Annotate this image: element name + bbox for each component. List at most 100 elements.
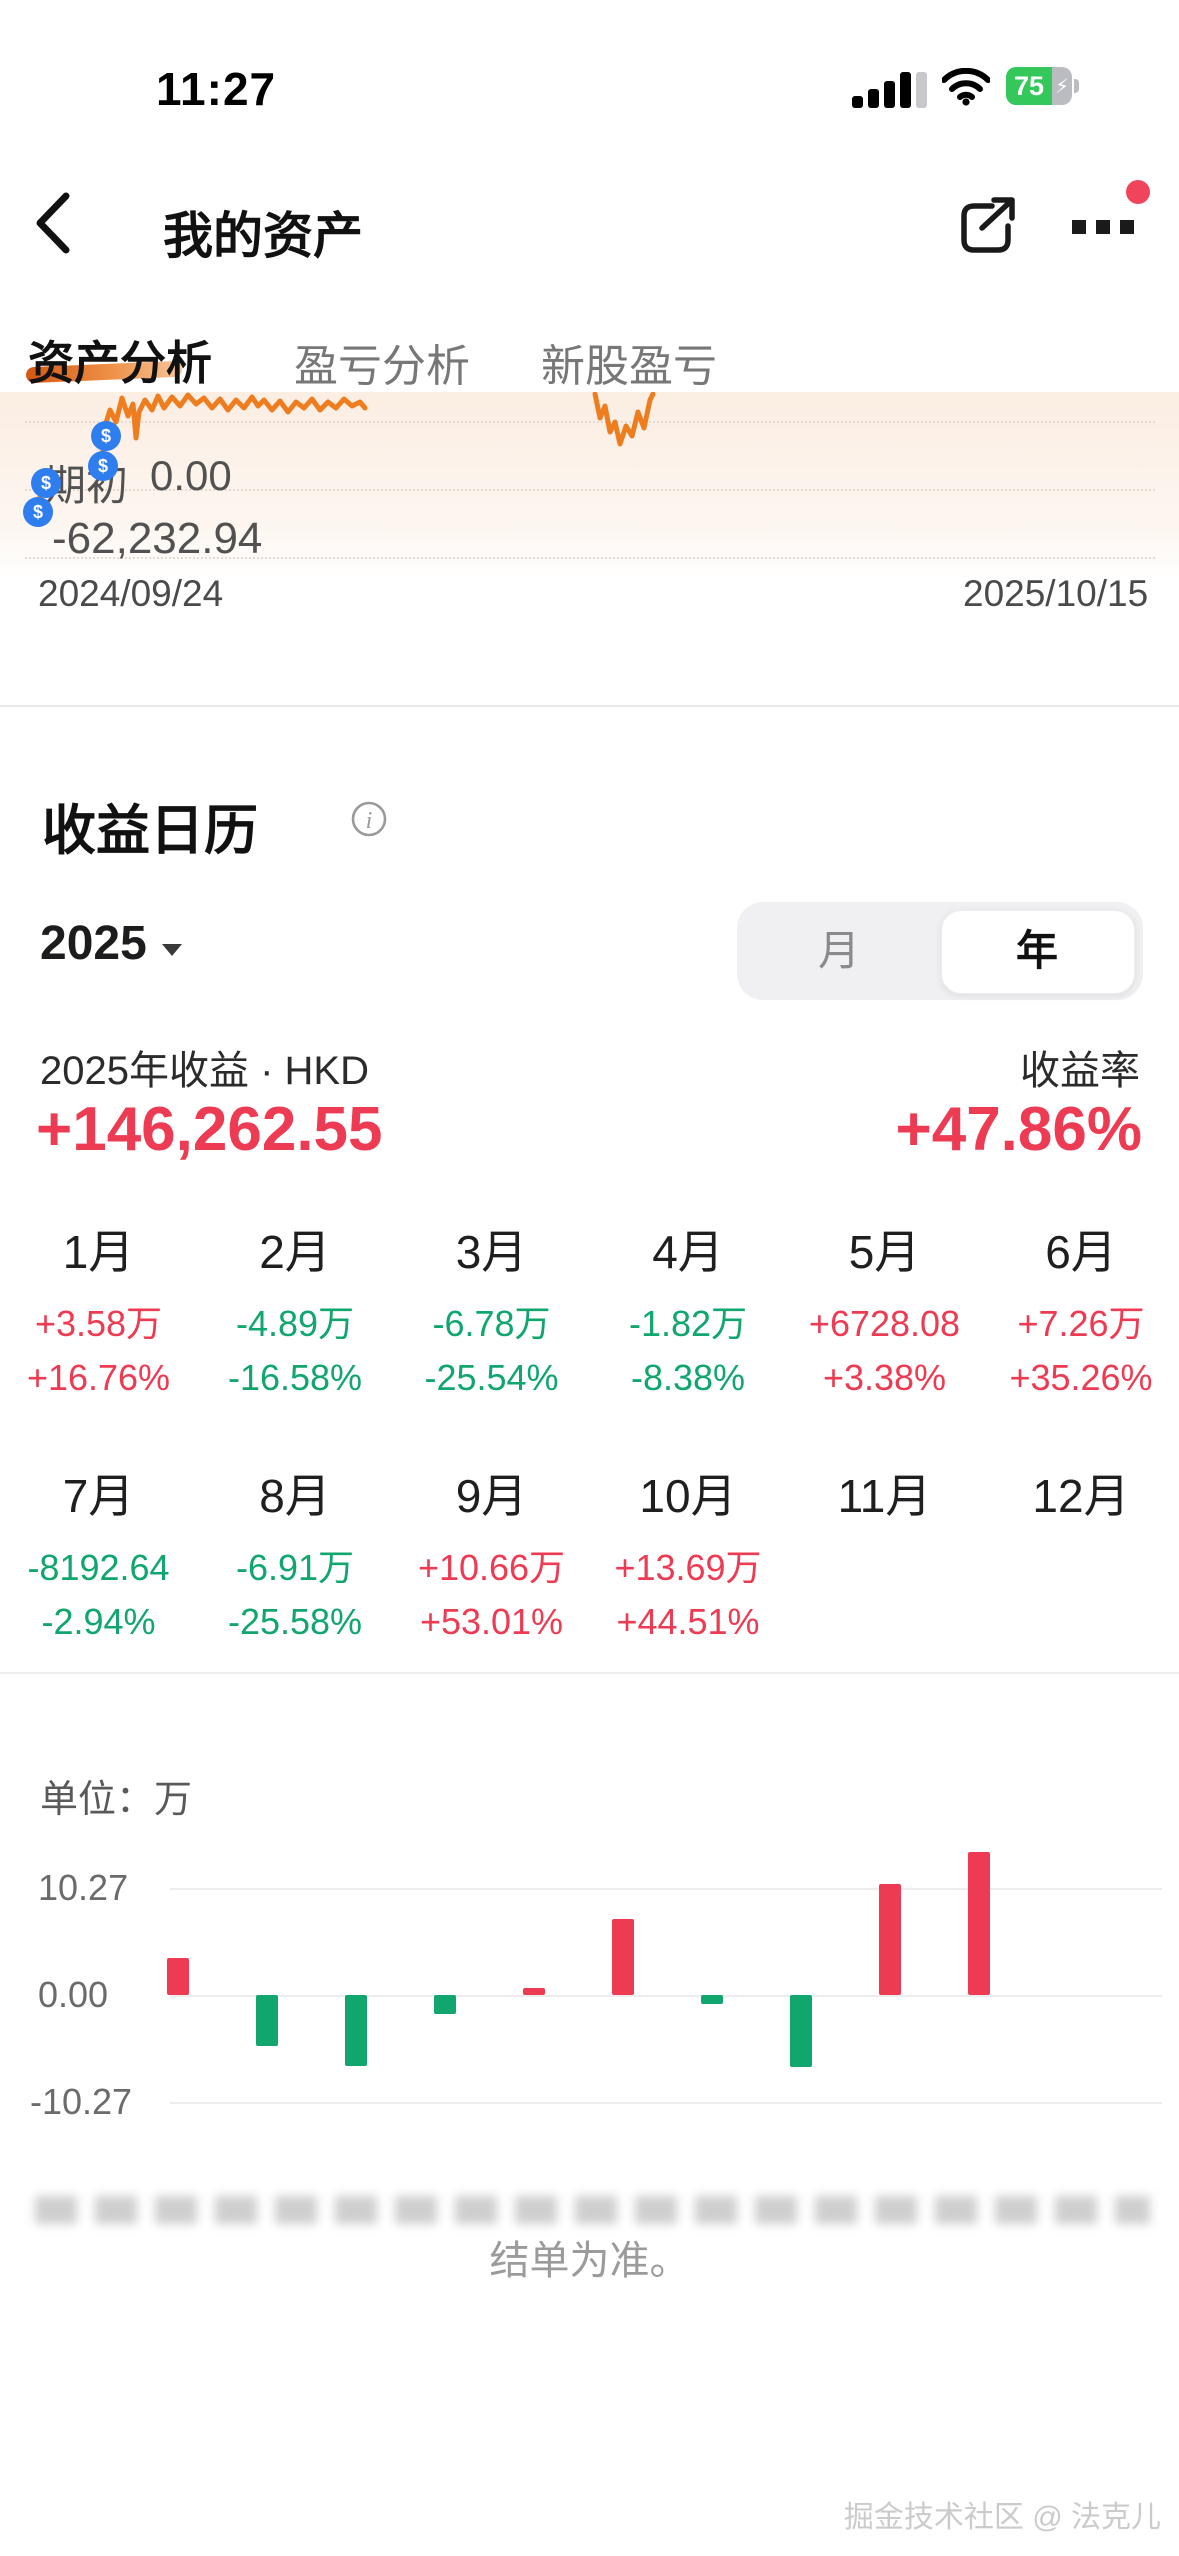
month-income-value: +13.69万 xyxy=(614,1547,762,1588)
period-start-value: 0.00 xyxy=(150,452,232,499)
month-label: 6月 xyxy=(1045,1226,1117,1278)
share-icon xyxy=(961,197,1015,253)
deposit-marker-badge[interactable]: $ xyxy=(23,497,53,527)
y-axis-tick-label: 10.27 xyxy=(38,1867,129,1908)
cellular-signal-icon xyxy=(852,70,930,108)
chart-date-end: 2025/10/15 xyxy=(963,573,1149,614)
deposit-marker-badge[interactable]: $ xyxy=(91,421,121,451)
month-bar-4月 xyxy=(434,1995,456,2014)
month-income-value: +7.26万 xyxy=(1017,1303,1145,1344)
more-button[interactable] xyxy=(1072,220,1148,240)
tab-pnl-analysis[interactable]: 盈亏分析 xyxy=(294,342,470,391)
status-time: 11:27 xyxy=(156,63,277,115)
toggle-month-option[interactable]: 月 xyxy=(817,927,860,974)
month-income-pct: -16.58% xyxy=(227,1357,363,1398)
month-bar-2月 xyxy=(256,1995,278,2046)
month-cell[interactable]: 5月 +6728.08 +3.38% xyxy=(786,1226,983,1398)
year-selector-value: 2025 xyxy=(40,917,147,970)
month-bar-1月 xyxy=(167,1957,189,1995)
month-label: 7月 xyxy=(62,1470,135,1522)
month-cell[interactable]: 8月 -6.91万 -25.58% xyxy=(197,1470,394,1642)
month-income-pct: -25.58% xyxy=(227,1601,363,1642)
share-button[interactable] xyxy=(952,192,1024,264)
month-cell[interactable]: 11月 xyxy=(786,1470,983,1522)
annual-income-value: +146,262.55 xyxy=(36,1095,383,1164)
info-icon[interactable]: i xyxy=(350,800,388,843)
chart-date-start: 2024/09/24 xyxy=(38,573,224,614)
chart-unit-label: 单位：万 xyxy=(40,1779,193,1821)
charging-bolt-icon: ⚡ xyxy=(1052,67,1072,105)
toggle-year-option[interactable]: 年 xyxy=(1015,927,1058,974)
month-label: 4月 xyxy=(652,1226,724,1278)
month-income-pct: +44.51% xyxy=(616,1601,760,1642)
month-income-pct: +3.38% xyxy=(822,1357,947,1398)
month-cell[interactable]: 9月 +10.66万 +53.01% xyxy=(393,1470,590,1642)
month-income-value: -1.82万 xyxy=(628,1303,748,1344)
month-bar-6月 xyxy=(612,1919,634,1995)
month-label: 8月 xyxy=(259,1470,331,1522)
month-cell[interactable]: 12月 xyxy=(983,1470,1179,1522)
period-toggle-selected-knob xyxy=(941,910,1135,994)
chart-gridline xyxy=(25,557,1155,559)
rate-value: +47.86% xyxy=(895,1095,1143,1164)
month-cell[interactable]: 4月 -1.82万 -8.38% xyxy=(590,1226,787,1398)
month-income-value: -8192.64 xyxy=(27,1547,170,1588)
chart-low-value: -62,232.94 xyxy=(52,514,263,563)
chart-gridline xyxy=(25,421,1155,423)
month-income-pct: +53.01% xyxy=(419,1601,564,1642)
month-bar-9月 xyxy=(879,1883,901,1995)
month-label: 2月 xyxy=(259,1226,331,1278)
y-axis-tick-label: 0.00 xyxy=(38,1974,109,2015)
tab-ipo-pnl[interactable]: 新股盈亏 xyxy=(541,342,717,391)
annual-income-label: 2025年收益 · HKD xyxy=(40,1049,369,1093)
month-bar-5月 xyxy=(523,1987,545,1995)
section-divider xyxy=(0,705,1179,707)
disclaimer-text: 结单为准。 xyxy=(489,2239,690,2283)
battery-icon: 75 ⚡ xyxy=(1006,66,1084,106)
deposit-marker-badge[interactable]: $ xyxy=(88,451,118,481)
tab-asset-analysis[interactable]: 资产分析 xyxy=(28,337,212,389)
back-chevron-icon xyxy=(36,192,70,254)
month-label: 3月 xyxy=(455,1226,528,1278)
month-income-pct: -25.54% xyxy=(424,1357,559,1398)
month-label: 5月 xyxy=(848,1226,921,1278)
month-bar-10月 xyxy=(968,1852,990,1995)
month-cell[interactable]: 1月 +3.58万 +16.76% xyxy=(0,1226,197,1398)
month-income-pct: -8.38% xyxy=(630,1357,746,1398)
month-label: 9月 xyxy=(455,1470,528,1522)
asset-chart-panel: $ $ $ $ 期初 0.00 -62,232.94 xyxy=(0,392,1179,706)
rate-label: 收益率 xyxy=(1020,1049,1140,1093)
month-label: 10月 xyxy=(639,1470,737,1522)
month-income-pct: -2.94% xyxy=(41,1601,156,1642)
y-axis-tick-label: -10.27 xyxy=(30,2081,133,2122)
bar-chart-gridline xyxy=(170,1995,1162,1997)
svg-text:i: i xyxy=(366,808,373,834)
deposit-marker-badge[interactable]: $ xyxy=(31,468,61,498)
month-income-value: -6.78万 xyxy=(432,1303,551,1344)
month-label: 1月 xyxy=(62,1226,135,1278)
back-button[interactable] xyxy=(28,190,88,260)
month-bar-3月 xyxy=(345,1995,367,2066)
month-cell[interactable]: 3月 -6.78万 -25.54% xyxy=(393,1226,590,1398)
wifi-icon xyxy=(941,67,991,111)
bar-chart-gridline xyxy=(170,1888,1162,1890)
month-income-value: +3.58万 xyxy=(34,1303,163,1344)
chevron-down-icon xyxy=(162,944,182,956)
month-label: 12月 xyxy=(1032,1470,1130,1522)
month-cell[interactable]: 7月 -8192.64 -2.94% xyxy=(0,1470,197,1642)
notification-dot xyxy=(1126,180,1150,204)
bar-chart-gridline xyxy=(170,2102,1162,2104)
watermark: 掘金技术社区 @ 法克儿 xyxy=(843,2501,1161,2534)
month-cell[interactable]: 2月 -4.89万 -16.58% xyxy=(197,1226,394,1398)
month-bar-7月 xyxy=(701,1995,723,2004)
month-cell[interactable]: 6月 +7.26万 +35.26% xyxy=(983,1226,1179,1398)
battery-percent: 75 xyxy=(1006,67,1052,105)
month-income-pct: +16.76% xyxy=(26,1357,171,1398)
year-selector[interactable]: 2025 xyxy=(0,900,260,1000)
month-cell[interactable]: 10月 +13.69万 +44.51% xyxy=(590,1470,787,1642)
month-income-value: -4.89万 xyxy=(235,1303,355,1344)
chart-gridline xyxy=(25,489,1155,491)
more-dots-icon xyxy=(1072,220,1086,234)
blurred-disclaimer-text xyxy=(35,2196,1150,2224)
